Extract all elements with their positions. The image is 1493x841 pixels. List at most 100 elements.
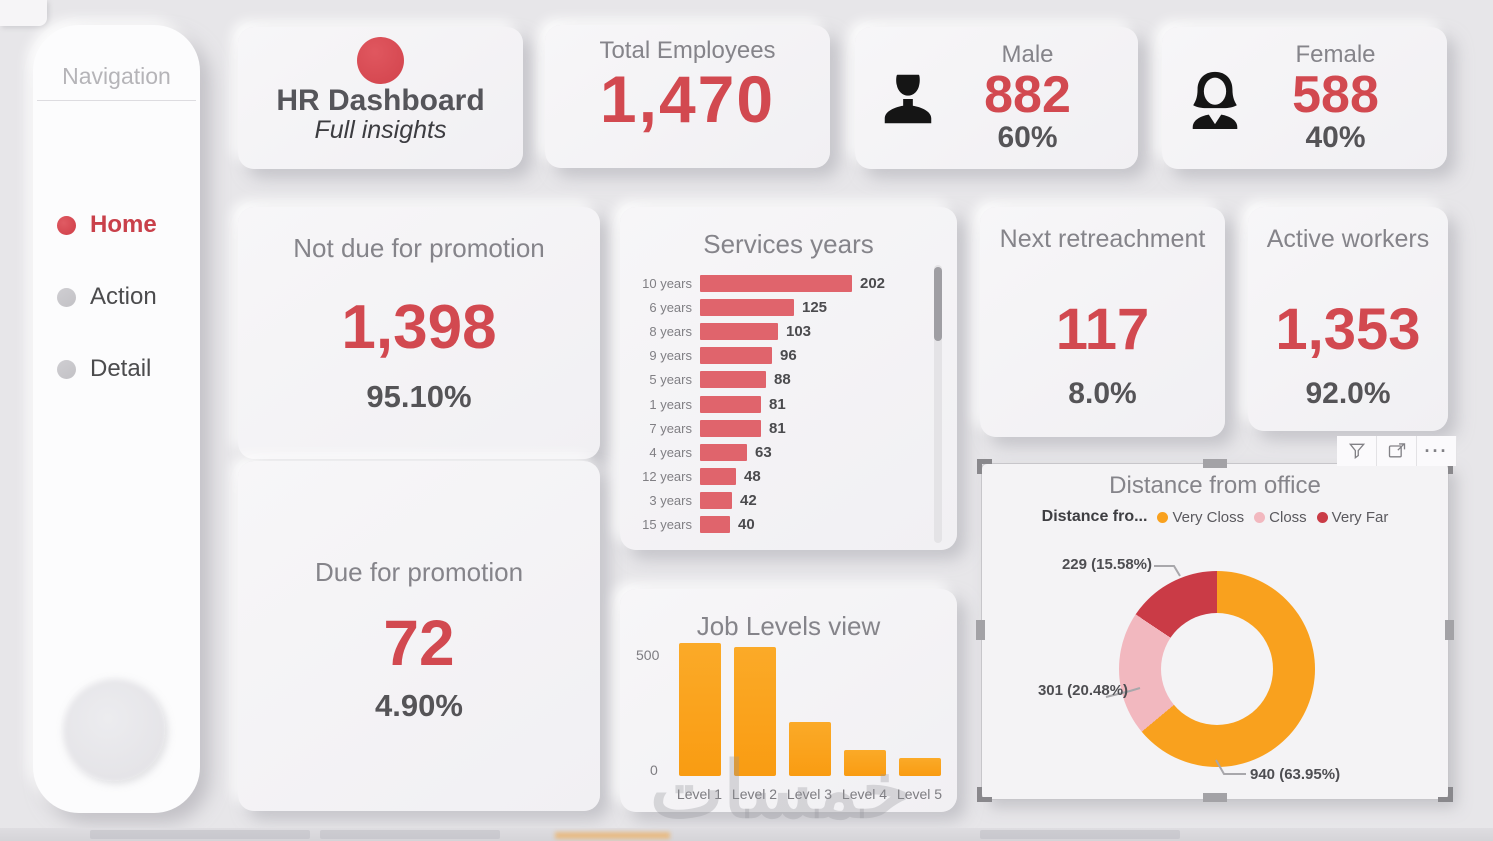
donut-label-very-closs: 940 (63.95%) — [1250, 766, 1341, 783]
services-category-label: 8 years — [649, 323, 692, 339]
donut-hole — [1161, 613, 1273, 725]
female-percent: 40% — [1305, 121, 1366, 154]
services-bar-value: 202 — [860, 274, 886, 292]
services-bar-row: 7 years 81 — [634, 416, 923, 440]
bottom-edge-strip — [0, 828, 1493, 841]
services-bar-value: 96 — [780, 347, 797, 365]
services-bar[interactable] — [700, 371, 766, 389]
sidebar-item-action[interactable]: Action — [57, 283, 200, 311]
legend-item-very-far[interactable]: Very Far — [1316, 508, 1389, 526]
services-category-label: 5 years — [649, 372, 692, 388]
distance-legend: Distance fro... Very Closs Closs Very Far — [982, 508, 1448, 526]
services-bar-value: 63 — [755, 443, 772, 461]
corner-chip — [0, 0, 47, 26]
services-bar-value: 42 — [740, 492, 757, 510]
active-workers-percent: 92.0% — [1305, 377, 1391, 410]
selection-handle-bottom[interactable] — [1203, 793, 1227, 802]
nav-item-label: Detail — [90, 355, 152, 382]
nav-item-label: Action — [90, 283, 157, 310]
services-bar-row: 15 years 40 — [634, 513, 923, 537]
services-bar[interactable] — [700, 347, 772, 365]
services-bar-value: 88 — [774, 371, 791, 389]
job-level-bar[interactable] — [898, 758, 941, 776]
filter-icon[interactable] — [1337, 436, 1377, 466]
services-bar[interactable] — [700, 468, 736, 486]
job-levels-plot — [672, 589, 947, 776]
donut-label-closs: 301 (20.48%) — [1037, 682, 1129, 699]
services-bar-value: 40 — [738, 516, 755, 534]
job-levels-title: Job Levels view — [696, 611, 881, 641]
services-scrollbar-track[interactable] — [934, 265, 942, 543]
female-label: Female — [1295, 41, 1376, 68]
distance-from-office-card[interactable]: Distance from office Distance fro... Ver… — [981, 463, 1449, 800]
services-bar[interactable] — [700, 322, 778, 340]
legend-dot-icon — [1254, 511, 1266, 523]
legend-item-label: Very Closs — [1172, 508, 1245, 526]
selection-handle-left[interactable] — [976, 620, 985, 640]
legend-item-closs[interactable]: Closs — [1254, 509, 1307, 526]
services-bar[interactable] — [700, 395, 761, 413]
services-years-title: Services years — [703, 229, 874, 259]
services-bar-row: 12 years 48 — [634, 465, 923, 489]
services-bar[interactable] — [700, 419, 761, 437]
next-retreachment-card: Next retreachment 117 8.0% — [980, 207, 1225, 437]
due-promotion-card: Due for promotion 72 4.90% — [238, 461, 600, 811]
services-bar[interactable] — [700, 274, 852, 292]
selection-handle-top[interactable] — [1203, 459, 1227, 468]
male-label: Male — [1001, 41, 1054, 68]
job-level-xlabel: Level 3 — [786, 786, 833, 802]
services-bar[interactable] — [700, 443, 747, 461]
services-years-chart-card: Services years 10 years 202 6 years 125 8 ye… — [620, 207, 957, 550]
services-category-label: 4 years — [649, 444, 692, 460]
sidebar-item-detail[interactable]: Detail — [57, 355, 200, 383]
services-years-plot: 10 years 202 6 years 125 8 years 103 9 years 96… — [634, 271, 923, 537]
selection-corner-bottom-right[interactable] — [1438, 787, 1453, 802]
job-level-bar[interactable] — [788, 722, 831, 776]
sidebar-item-home[interactable]: Home — [57, 211, 200, 239]
services-bar-value: 81 — [769, 395, 786, 413]
selection-corner-bottom-left[interactable] — [977, 787, 992, 802]
selection-handle-right[interactable] — [1445, 620, 1454, 640]
services-bar-row: 4 years 63 — [634, 440, 923, 464]
services-bar-row: 1 years 81 — [634, 392, 923, 416]
services-scrollbar-thumb[interactable] — [934, 267, 942, 341]
services-bar[interactable] — [700, 298, 794, 316]
more-options-icon[interactable]: ··· — [1417, 436, 1457, 466]
legend-item-label: Very Far — [1331, 508, 1389, 526]
legend-dot-icon — [1316, 511, 1328, 523]
male-icon — [884, 74, 932, 124]
services-category-label: 9 years — [649, 348, 692, 364]
services-bar-value: 125 — [802, 298, 828, 316]
services-bar[interactable] — [700, 516, 730, 534]
services-category-label: 7 years — [649, 420, 692, 436]
job-level-bar[interactable] — [678, 643, 721, 776]
not-due-promotion-card: Not due for promotion 1,398 95.10% — [238, 207, 600, 459]
navigation-panel: Navigation Home Action Detail — [33, 25, 200, 813]
distance-title: Distance from office — [1109, 472, 1321, 499]
services-category-label: 6 years — [649, 299, 692, 315]
female-icon — [1192, 71, 1238, 129]
legend-title: Distance fro... — [1041, 508, 1148, 525]
total-employees-value: 1,470 — [599, 62, 776, 136]
total-employees-label: Total Employees — [599, 37, 776, 64]
services-category-label: 15 years — [642, 517, 692, 533]
legend-item-very-closs[interactable]: Very Closs — [1157, 509, 1244, 526]
nav-home-circle-button[interactable] — [61, 677, 165, 781]
services-category-label: 3 years — [649, 493, 692, 509]
selection-corner-top-left[interactable] — [977, 459, 992, 474]
donut-label-very-far: 229 (15.58%) — [1061, 556, 1152, 573]
services-category-label: 10 years — [642, 275, 692, 291]
dashboard-subtitle: Full insights — [314, 116, 447, 144]
job-level-xlabel: Level 1 — [676, 786, 723, 802]
job-level-xlabel: Level 5 — [896, 786, 943, 802]
services-bar-row: 10 years 202 — [634, 271, 923, 295]
job-level-bar[interactable] — [843, 750, 886, 776]
job-ytick-500: 500 — [636, 647, 660, 663]
distance-donut[interactable] — [1119, 571, 1315, 767]
services-bar[interactable] — [700, 492, 732, 510]
services-category-label: 12 years — [642, 469, 692, 485]
navigation-divider — [37, 100, 196, 101]
job-level-bar[interactable] — [733, 647, 776, 776]
hr-dashboard-card: HR Dashboard Full insights — [238, 27, 523, 169]
focus-mode-icon[interactable] — [1377, 436, 1417, 466]
